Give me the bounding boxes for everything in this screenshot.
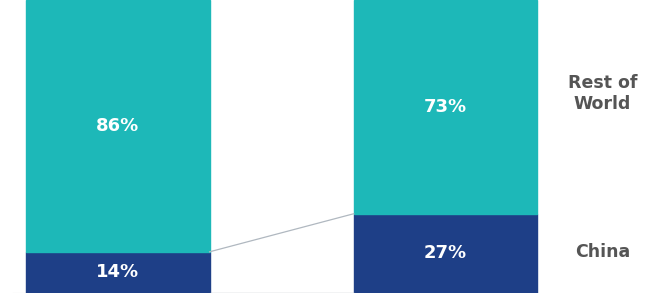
Text: Rest of
World: Rest of World: [568, 74, 637, 113]
Bar: [354, 214, 537, 293]
Bar: [354, 0, 537, 214]
Text: 73%: 73%: [424, 98, 467, 116]
Text: China: China: [575, 243, 630, 261]
Text: 14%: 14%: [96, 263, 140, 281]
Text: 86%: 86%: [96, 117, 140, 135]
Bar: [26, 0, 210, 252]
Text: 27%: 27%: [424, 244, 467, 262]
Bar: [26, 252, 210, 293]
